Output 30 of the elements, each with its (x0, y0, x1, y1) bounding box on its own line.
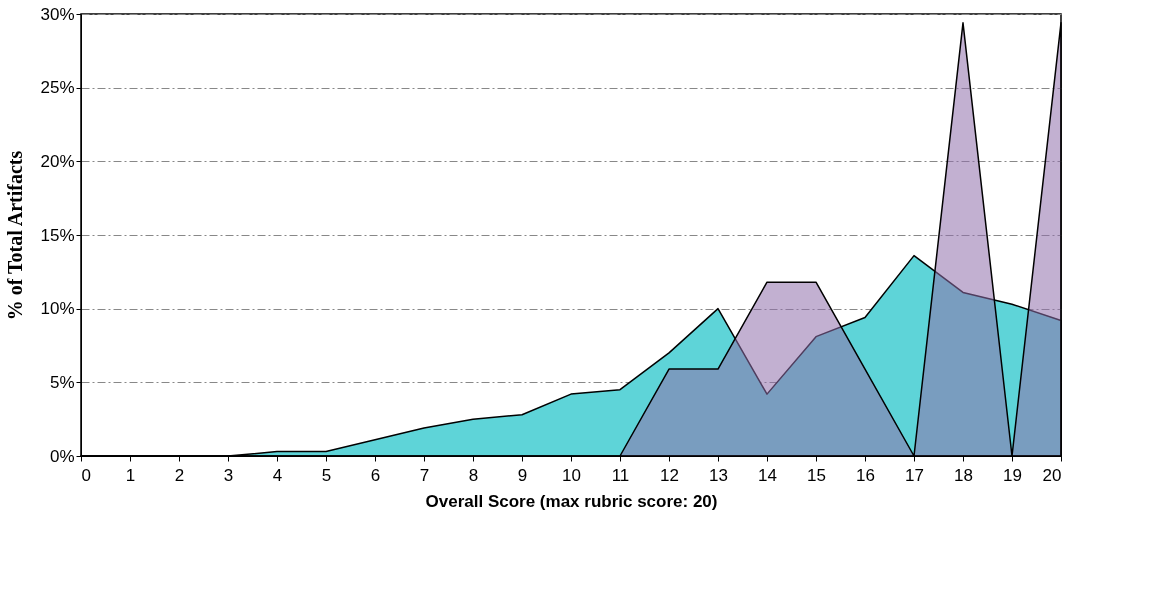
x-tick-label: 15 (807, 465, 826, 485)
x-tick-label: 17 (905, 465, 924, 485)
x-tick-label: 10 (562, 465, 581, 485)
y-tick-label: 5% (49, 372, 75, 392)
y-tick-label: 30% (40, 4, 75, 24)
x-tick-label: 19 (1003, 465, 1022, 485)
y-tick-label: 25% (40, 78, 75, 98)
x-tick-label: 18 (954, 465, 973, 485)
x-tick-label: 7 (419, 465, 430, 485)
x-tick-label: 8 (468, 465, 479, 485)
x-tick-label: 11 (611, 465, 630, 485)
y-axis-title: % of Total Artifacts (4, 150, 27, 321)
x-tick-label: 1 (125, 465, 136, 485)
x-tick-label: 20 (1042, 465, 1062, 485)
x-tick-label: 3 (223, 465, 234, 485)
x-tick-label: 4 (272, 465, 283, 485)
x-tick-label: 6 (370, 465, 381, 485)
x-tick-label: 5 (321, 465, 332, 485)
x-tick-label: 2 (174, 465, 185, 485)
y-tick-label: 0% (49, 446, 75, 466)
x-tick-label: 16 (856, 465, 875, 485)
x-tick-label: 13 (709, 465, 728, 485)
x-tick-label: 12 (660, 465, 679, 485)
x-axis-title: Overall Score (max rubric score: 20) (425, 491, 718, 511)
y-tick-label: 15% (40, 225, 75, 245)
y-tick-label: 10% (40, 299, 75, 319)
x-tick-label: 14 (758, 465, 777, 485)
x-tick-label: 9 (517, 465, 528, 485)
x-tick-label: 0 (81, 465, 91, 485)
y-tick-label: 20% (40, 151, 75, 171)
